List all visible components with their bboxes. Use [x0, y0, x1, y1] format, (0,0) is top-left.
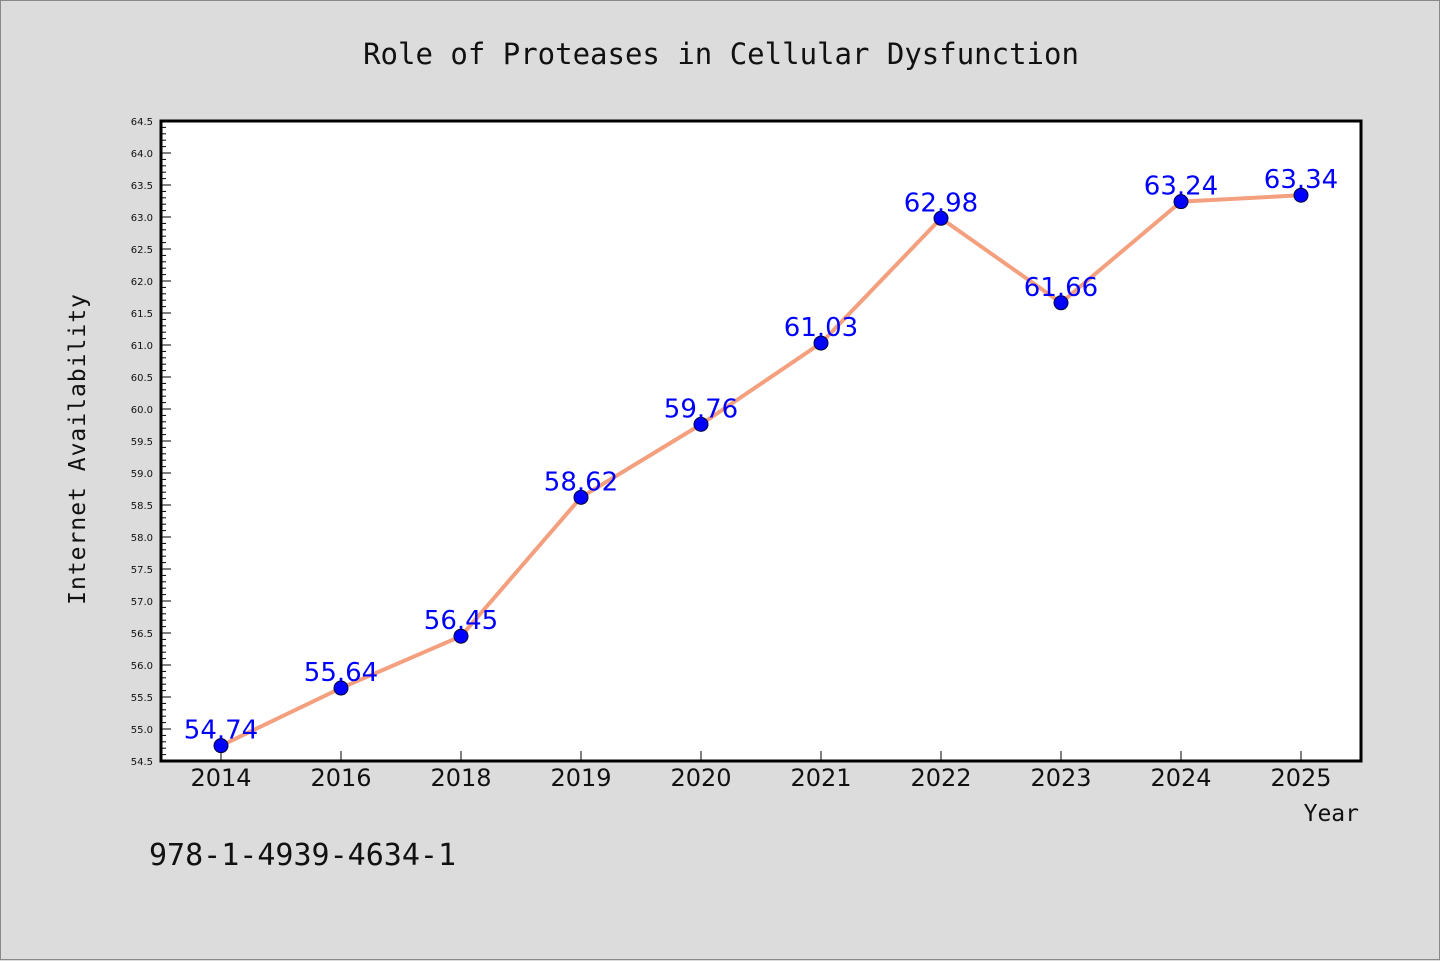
- data-point: [813, 335, 829, 351]
- data-point: [213, 738, 229, 754]
- y-tick-label: 62.0: [131, 277, 153, 288]
- x-axis: 2014 2016 2018 2019 2020 2021 2022 2023 2024 2025: [190, 751, 1332, 792]
- data-label: 63.24: [1144, 172, 1218, 202]
- series-group: [213, 187, 1309, 754]
- data-point: [1173, 194, 1189, 210]
- x-tick-label: 2019: [550, 764, 611, 792]
- y-tick-label: 61.5: [131, 309, 153, 320]
- y-tick-label: 63.0: [131, 213, 153, 224]
- data-point: [693, 416, 709, 432]
- isbn-text: 978-1-4939-4634-1: [149, 838, 456, 873]
- data-label: 56.45: [424, 606, 498, 636]
- x-tick-label: 2016: [310, 764, 371, 792]
- y-tick-label: 54.5: [131, 757, 153, 768]
- y-tick-label: 59.5: [131, 437, 153, 448]
- data-point: [573, 489, 589, 505]
- data-label: 62.98: [904, 188, 978, 218]
- x-tick-label: 2018: [430, 764, 491, 792]
- x-tick-label: 2023: [1030, 764, 1091, 792]
- data-point: [333, 680, 349, 696]
- y-tick-label: 61.0: [131, 341, 153, 352]
- y-tick-label: 64.5: [131, 117, 153, 128]
- y-tick-label: 56.0: [131, 661, 153, 672]
- y-tick-label: 57.0: [131, 597, 153, 608]
- y-axis: 54.5 55.0 55.5 56.0 56.5 57.0 57.5 58.0 58.5 59.0…: [131, 117, 171, 768]
- y-tick-label: 55.5: [131, 693, 153, 704]
- data-point: [1293, 187, 1309, 203]
- x-tick-label: 2022: [910, 764, 971, 792]
- y-tick-label: 60.5: [131, 373, 153, 384]
- y-tick-label: 60.0: [131, 405, 153, 416]
- data-label: 63.34: [1264, 165, 1338, 195]
- x-tick-label: 2020: [670, 764, 731, 792]
- y-tick-label: 58.5: [131, 501, 153, 512]
- data-point: [933, 210, 949, 226]
- data-labels: 54.74 55.64 56.45 58.62 59.76 61.03 62.98 61.66…: [184, 165, 1338, 745]
- series-line: [220, 193, 1302, 748]
- data-label: 61.03: [784, 313, 858, 343]
- y-tick-label: 59.0: [131, 469, 153, 480]
- x-tick-label: 2014: [190, 764, 251, 792]
- y-tick-label: 62.5: [131, 245, 153, 256]
- data-label: 55.64: [304, 658, 378, 688]
- y-tick-label: 58.0: [131, 533, 153, 544]
- data-point: [453, 628, 469, 644]
- data-label: 61.66: [1024, 273, 1098, 303]
- x-tick-label: 2021: [790, 764, 851, 792]
- y-tick-label: 63.5: [131, 181, 153, 192]
- x-tick-label: 2025: [1270, 764, 1331, 792]
- y-axis-label: Internet Availability: [65, 293, 91, 605]
- chart-title: Role of Proteases in Cellular Dysfunctio…: [363, 37, 1079, 71]
- data-label: 54.74: [184, 716, 258, 746]
- x-axis-label: Year: [1304, 801, 1359, 827]
- y-tick-label: 64.0: [131, 149, 153, 160]
- x-tick-label: 2024: [1150, 764, 1211, 792]
- y-tick-label: 57.5: [131, 565, 153, 576]
- plot-area: [159, 119, 1363, 763]
- data-point: [1053, 295, 1069, 311]
- y-tick-label: 56.5: [131, 629, 153, 640]
- data-label: 59.76: [664, 394, 738, 424]
- y-tick-label: 55.0: [131, 725, 153, 736]
- data-label: 58.62: [544, 467, 618, 497]
